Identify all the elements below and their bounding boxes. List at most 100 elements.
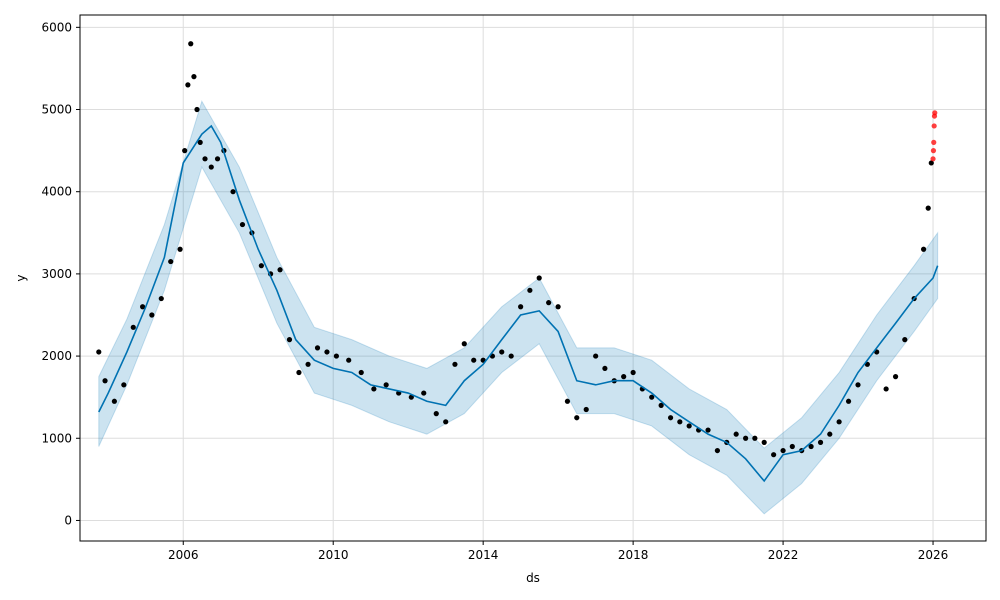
- observed-point: [371, 386, 377, 392]
- y-tick-label: 3000: [41, 267, 72, 281]
- observed-point: [471, 357, 477, 363]
- observed-point: [443, 419, 449, 425]
- observed-point: [461, 341, 467, 347]
- observed-point: [892, 374, 899, 380]
- observed-point: [452, 361, 458, 367]
- observed-point: [583, 406, 589, 413]
- observed-point: [121, 382, 127, 388]
- future-points-layer: [930, 110, 938, 162]
- observed-point: [194, 106, 200, 113]
- observed-point: [230, 189, 236, 195]
- future-point: [932, 110, 938, 116]
- observed-point: [177, 246, 183, 252]
- x-tick-label: 2006: [168, 548, 199, 562]
- future-point: [931, 123, 937, 129]
- observed-point: [667, 415, 674, 421]
- observed-point: [714, 447, 720, 454]
- observed-point: [883, 386, 889, 392]
- observed-point: [421, 390, 427, 396]
- observed-point: [925, 205, 931, 211]
- observed-points-layer: [96, 41, 934, 458]
- future-point: [931, 139, 937, 145]
- observed-point: [258, 263, 264, 269]
- observed-point: [508, 353, 514, 359]
- x-tick-label: 2014: [468, 548, 499, 562]
- observed-point: [845, 398, 852, 404]
- observed-point: [324, 349, 330, 355]
- observed-point: [658, 402, 664, 408]
- observed-point: [158, 295, 164, 302]
- plot-frame: [79, 14, 987, 542]
- observed-point: [314, 345, 321, 351]
- observed-point: [928, 160, 934, 166]
- observed-point: [208, 164, 214, 170]
- x-tick-label: 2018: [618, 548, 649, 562]
- observed-point: [140, 304, 146, 310]
- observed-point: [168, 258, 174, 265]
- observed-point: [855, 382, 861, 388]
- observed-point: [346, 357, 352, 363]
- y-tick-label: 1000: [41, 431, 72, 445]
- y-tick-label: 0: [64, 513, 72, 527]
- observed-point: [358, 369, 364, 376]
- observed-point: [808, 443, 814, 450]
- observed-point: [188, 41, 194, 47]
- observed-point: [202, 156, 208, 162]
- observed-point: [191, 74, 197, 80]
- observed-point: [902, 337, 908, 343]
- observed-point: [214, 156, 221, 162]
- gridlines: [80, 15, 986, 541]
- x-tick-label: 2022: [768, 548, 799, 562]
- observed-point: [499, 349, 505, 355]
- observed-point: [185, 82, 191, 88]
- x-tick-label: 2010: [318, 548, 349, 562]
- observed-point: [333, 353, 339, 359]
- y-tick-label: 4000: [41, 185, 72, 199]
- observed-point: [277, 267, 283, 273]
- observed-point: [149, 312, 155, 318]
- axis-ticks: [76, 26, 934, 545]
- observed-point: [555, 304, 561, 310]
- y-axis-label: y: [14, 274, 28, 281]
- observed-point: [102, 378, 108, 384]
- observed-point: [536, 275, 542, 281]
- future-point: [930, 156, 936, 162]
- observed-point: [836, 419, 842, 425]
- y-tick-label: 2000: [41, 349, 72, 363]
- observed-point: [296, 369, 302, 376]
- observed-point: [197, 139, 203, 145]
- x-axis-label: ds: [526, 571, 540, 585]
- observed-point: [239, 221, 246, 228]
- observed-point: [761, 439, 767, 445]
- observed-point: [518, 304, 524, 310]
- observed-point: [920, 246, 927, 252]
- observed-point: [827, 431, 833, 437]
- observed-point: [743, 435, 749, 441]
- observed-point: [182, 148, 188, 154]
- observed-point: [752, 435, 758, 441]
- observed-point: [574, 415, 580, 421]
- observed-point: [771, 452, 777, 458]
- observed-point: [621, 374, 627, 380]
- y-tick-label: 5000: [41, 103, 72, 117]
- observed-point: [383, 382, 389, 388]
- observed-point: [686, 423, 692, 429]
- future-point: [930, 148, 937, 154]
- observed-point: [527, 287, 533, 293]
- observed-point: [305, 361, 311, 367]
- observed-point: [780, 447, 786, 454]
- observed-point: [433, 411, 439, 417]
- observed-point: [96, 349, 102, 355]
- observed-point: [677, 419, 683, 425]
- observed-point: [789, 443, 795, 450]
- x-tick-label: 2026: [918, 548, 949, 562]
- observed-point: [630, 369, 636, 376]
- observed-point: [286, 337, 293, 343]
- observed-point: [564, 398, 571, 404]
- observed-point: [649, 394, 655, 400]
- forecast-line-layer: [98, 124, 939, 483]
- observed-point: [817, 439, 824, 445]
- observed-point: [593, 353, 599, 359]
